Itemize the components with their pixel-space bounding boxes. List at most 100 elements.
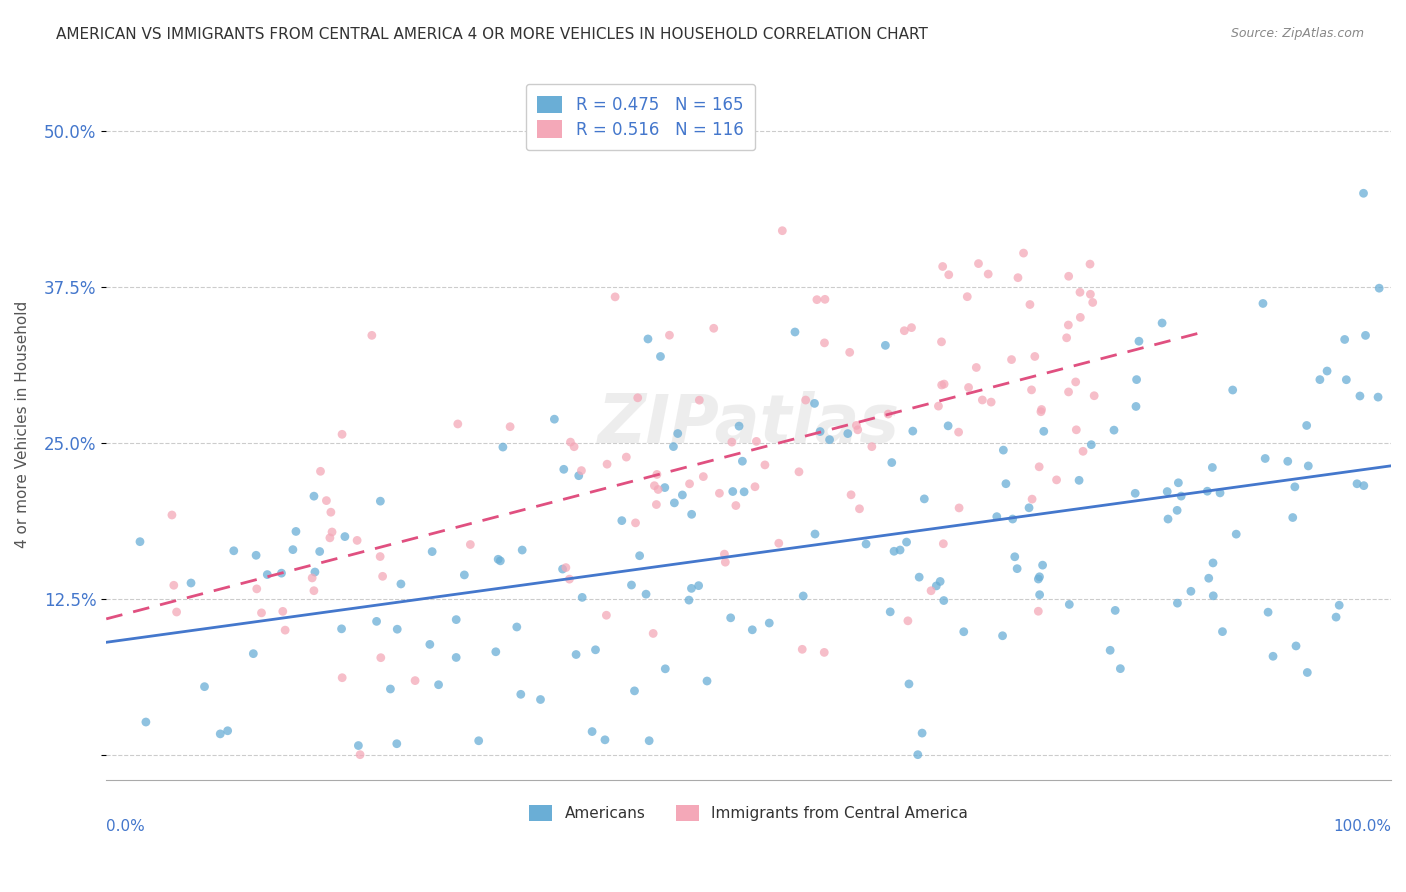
Point bbox=[242, 647, 264, 661]
Point bbox=[897, 677, 920, 691]
Point bbox=[879, 605, 901, 619]
Point bbox=[889, 543, 911, 558]
Point bbox=[467, 733, 489, 747]
Point bbox=[1348, 389, 1371, 403]
Point bbox=[783, 325, 806, 339]
Point bbox=[948, 500, 970, 515]
Point bbox=[1298, 458, 1320, 473]
Point bbox=[728, 419, 751, 434]
Point bbox=[754, 458, 776, 472]
Point bbox=[1123, 486, 1146, 500]
Point bbox=[901, 424, 924, 438]
Point bbox=[1167, 475, 1189, 490]
Point bbox=[389, 577, 412, 591]
Point bbox=[562, 440, 585, 454]
Point bbox=[1071, 444, 1094, 458]
Point bbox=[678, 476, 700, 491]
Point bbox=[1296, 665, 1319, 680]
Point bbox=[1028, 588, 1050, 602]
Point bbox=[444, 650, 467, 665]
Point bbox=[650, 350, 672, 364]
Point bbox=[321, 524, 343, 539]
Point bbox=[1354, 328, 1376, 343]
Point bbox=[692, 469, 714, 483]
Point bbox=[936, 418, 959, 433]
Point bbox=[485, 645, 508, 659]
Point bbox=[281, 542, 304, 557]
Point bbox=[709, 486, 731, 500]
Point bbox=[666, 426, 689, 441]
Point bbox=[643, 626, 665, 640]
Point bbox=[845, 418, 868, 433]
Point bbox=[643, 478, 665, 492]
Point bbox=[1005, 562, 1028, 576]
Point bbox=[1202, 556, 1225, 570]
Point bbox=[806, 293, 828, 307]
Point bbox=[1004, 549, 1026, 564]
Point bbox=[510, 543, 533, 558]
Point bbox=[302, 583, 325, 598]
Point bbox=[1309, 373, 1331, 387]
Point bbox=[315, 493, 337, 508]
Point bbox=[877, 407, 900, 421]
Point bbox=[404, 673, 426, 688]
Point bbox=[460, 537, 482, 551]
Point bbox=[444, 613, 467, 627]
Point bbox=[560, 435, 582, 450]
Point bbox=[724, 499, 747, 513]
Point bbox=[1067, 473, 1090, 487]
Point bbox=[1012, 246, 1035, 260]
Point bbox=[1018, 500, 1040, 515]
Point bbox=[1102, 423, 1125, 437]
Point bbox=[993, 443, 1015, 458]
Point bbox=[360, 328, 382, 343]
Point bbox=[713, 547, 735, 561]
Point bbox=[1316, 364, 1339, 378]
Point bbox=[1336, 373, 1358, 387]
Point bbox=[1031, 402, 1053, 417]
Point bbox=[792, 589, 814, 603]
Point bbox=[696, 673, 718, 688]
Point bbox=[370, 494, 392, 508]
Point bbox=[453, 568, 475, 582]
Point bbox=[986, 509, 1008, 524]
Point bbox=[925, 579, 948, 593]
Point bbox=[634, 587, 657, 601]
Point bbox=[1021, 492, 1043, 507]
Point bbox=[787, 465, 810, 479]
Point bbox=[624, 516, 647, 530]
Text: ZIPatlas: ZIPatlas bbox=[598, 391, 900, 457]
Point bbox=[1032, 425, 1054, 439]
Point bbox=[627, 391, 650, 405]
Point bbox=[637, 332, 659, 346]
Point bbox=[688, 579, 710, 593]
Point bbox=[1125, 400, 1147, 414]
Point bbox=[1284, 480, 1306, 494]
Point bbox=[1081, 295, 1104, 310]
Point bbox=[1057, 384, 1080, 399]
Point bbox=[1202, 589, 1225, 603]
Text: Source: ZipAtlas.com: Source: ZipAtlas.com bbox=[1230, 27, 1364, 40]
Point bbox=[1001, 512, 1024, 526]
Point bbox=[246, 582, 269, 596]
Point bbox=[733, 484, 755, 499]
Point bbox=[319, 531, 342, 545]
Point bbox=[492, 440, 515, 454]
Point bbox=[304, 565, 326, 579]
Point bbox=[645, 498, 668, 512]
Point bbox=[1078, 257, 1101, 271]
Point bbox=[1285, 639, 1308, 653]
Point bbox=[1069, 285, 1091, 300]
Point bbox=[1157, 512, 1180, 526]
Point bbox=[994, 476, 1017, 491]
Point bbox=[938, 268, 960, 282]
Point bbox=[1007, 270, 1029, 285]
Point bbox=[956, 290, 979, 304]
Point bbox=[967, 257, 990, 271]
Point bbox=[166, 605, 188, 619]
Point bbox=[1028, 572, 1050, 586]
Point bbox=[499, 419, 522, 434]
Point bbox=[720, 611, 742, 625]
Point bbox=[1125, 373, 1147, 387]
Point bbox=[284, 524, 307, 539]
